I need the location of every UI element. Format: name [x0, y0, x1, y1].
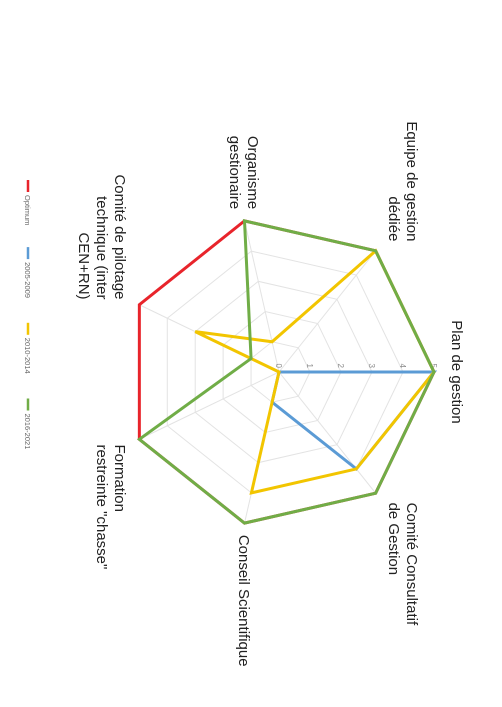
- axis-label-line: de Gestion: [385, 503, 402, 576]
- axis-label-line: Plan de gestion: [448, 320, 465, 423]
- axis-label: Comité Consultatifde Gestion: [385, 503, 420, 626]
- grid-ring-1: [250, 341, 311, 403]
- axis-label-line: Comité Consultatif: [403, 503, 420, 626]
- axis-labels: Plan de gestion Comité Consultatifde Gest…: [75, 121, 465, 666]
- axis-label-line: restreinte "chasse": [93, 444, 110, 569]
- series-group: [136, 218, 438, 525]
- radial-tick-label: 0: [274, 364, 283, 369]
- radial-tick-label: 2: [336, 364, 345, 369]
- axis-label: Comité de pilotagetechnique (interCEN+RN…: [75, 174, 128, 299]
- radial-tick-label: 1: [305, 364, 314, 369]
- axis-label-line: Organisme: [244, 136, 261, 209]
- chart-legend: Optimum 2005-2009 2010-2014 2016-2021: [23, 180, 32, 449]
- legend-label: 2016-2021: [23, 414, 32, 450]
- axis-label: Organismegestionaire: [226, 136, 261, 209]
- legend-label: Optimum: [23, 195, 32, 225]
- radial-tick-label: 3: [367, 364, 376, 369]
- axis-label: Plan de gestion: [448, 320, 465, 423]
- axis-label-line: Formation: [111, 444, 128, 512]
- radial-tick-label: 4: [398, 364, 407, 369]
- axis-label-line: Comité de pilotage: [111, 174, 128, 299]
- axis-label: Conseil Scientifique: [235, 535, 252, 667]
- series-line-2010-2014: [194, 248, 436, 495]
- radial-tick-label: 5: [429, 364, 438, 369]
- grid-spoke: [278, 371, 377, 494]
- axis-label-line: dédiée: [385, 196, 402, 241]
- axis-label-line: technique (inter: [93, 196, 110, 299]
- axis-label-line: gestionaire: [226, 136, 243, 209]
- legend-label: 2005-2009: [23, 262, 32, 298]
- grid-spoke: [139, 371, 280, 440]
- series-line-2016-2021: [136, 218, 436, 525]
- grid-spoke: [278, 250, 377, 373]
- grid-ring-2: [222, 311, 342, 433]
- axis-label-line: CEN+RN): [75, 232, 92, 299]
- legend-label: 2010-2014: [23, 338, 32, 374]
- radial-tick-labels: 0 1 2 3 4 5: [274, 364, 438, 369]
- axis-label-line: Conseil Scientifique: [235, 535, 252, 667]
- axis-label: Formationrestreinte "chasse": [93, 444, 128, 569]
- axis-label-line: Equipe de gestion: [403, 121, 420, 241]
- grid-spoke: [244, 220, 280, 373]
- axis-label: Equipe de gestiondédiée: [385, 121, 420, 241]
